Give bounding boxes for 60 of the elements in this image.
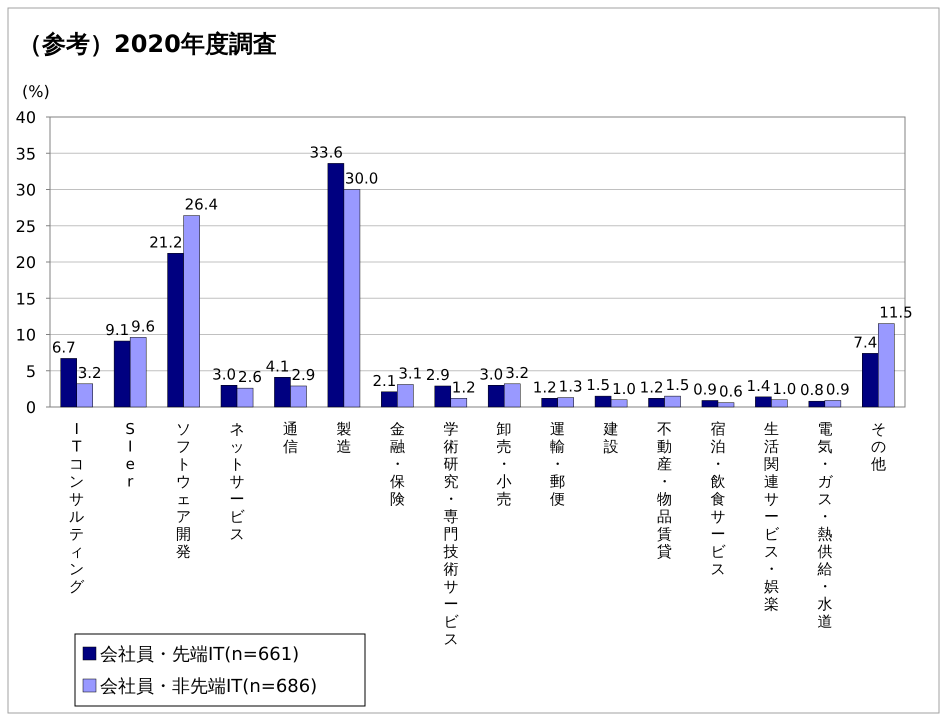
data-label: 3.2 — [505, 364, 530, 382]
data-label: 1.3 — [558, 378, 583, 396]
x-tick-label: 学術研究・専門技術サービス — [442, 420, 460, 648]
x-tick-label: 卸売・小売 — [496, 420, 512, 508]
data-label: 30.0 — [344, 170, 378, 188]
data-label: 0.6 — [718, 382, 743, 401]
data-label: 2.6 — [238, 368, 262, 386]
x-tick-label: 製造 — [336, 420, 352, 456]
data-label: 33.6 — [310, 143, 343, 162]
data-label: 1.4 — [746, 376, 770, 395]
legend-label: 会社員・非先端IT(n=686) — [100, 676, 318, 697]
data-label: 3.1 — [398, 364, 422, 383]
x-tick-label: その他 — [870, 420, 886, 473]
data-label: 0.9 — [693, 380, 717, 398]
data-label: 21.2 — [149, 233, 183, 252]
x-tick-label: 金融・保険 — [390, 420, 405, 508]
x-tick-label: ネットサービス — [230, 420, 246, 543]
data-label: 6.7 — [52, 338, 76, 356]
y-tick-label: 0 — [26, 398, 36, 417]
x-tick-label: 生活関連サービス・娯楽 — [764, 420, 780, 613]
data-label: 1.0 — [612, 380, 636, 398]
data-label: 1.2 — [452, 378, 476, 396]
data-label: 9.6 — [131, 317, 156, 336]
data-label: 11.5 — [879, 304, 913, 322]
data-label: 2.9 — [291, 366, 316, 384]
x-tick-label: ソフトウェア開発 — [176, 420, 192, 560]
chart-title: （参考）2020年度調査 — [18, 30, 277, 58]
y-tick-label: 25 — [16, 216, 36, 236]
x-tick-label: ITコンサルティング — [69, 420, 86, 596]
x-tick-label: 宿泊・飲食サービス — [710, 420, 726, 578]
y-axis-title: (%) — [22, 82, 50, 101]
x-tick-label: 電気・ガス・熱供給・水道 — [816, 420, 834, 630]
y-tick-label: 30 — [16, 180, 36, 200]
y-tick-label: 5 — [26, 362, 36, 381]
y-tick-label: 40 — [16, 108, 36, 127]
data-label: 2.9 — [426, 366, 450, 384]
x-tick-label: 通信 — [283, 420, 298, 456]
data-label: 3.0 — [212, 365, 236, 384]
data-label: 26.4 — [184, 196, 218, 214]
data-label: 2.1 — [372, 372, 396, 390]
y-tick-label: 35 — [16, 144, 36, 164]
data-label: 3.0 — [479, 365, 504, 384]
data-label: 1.2 — [532, 378, 557, 396]
y-tick-label: 15 — [16, 289, 36, 308]
y-tick-label: 20 — [16, 253, 36, 272]
data-label: 9.1 — [105, 321, 130, 340]
data-label: 3.2 — [78, 364, 102, 382]
data-label: 1.0 — [772, 380, 796, 398]
x-tick-label: 不動産・物品賃貸 — [657, 420, 672, 560]
legend-label: 会社員・先端IT(n=661) — [100, 644, 300, 665]
data-label: 7.4 — [853, 333, 878, 352]
data-label: 1.5 — [586, 376, 610, 394]
data-label: 4.1 — [266, 357, 290, 376]
x-tick-label: 運輸・郵便 — [550, 420, 566, 508]
data-label: 1.2 — [640, 378, 664, 396]
data-label: 0.9 — [826, 380, 850, 398]
data-label: 1.5 — [666, 376, 690, 394]
data-label: 0.8 — [800, 381, 824, 400]
x-tick-label: 建設 — [602, 420, 619, 456]
y-tick-label: 10 — [16, 326, 36, 344]
